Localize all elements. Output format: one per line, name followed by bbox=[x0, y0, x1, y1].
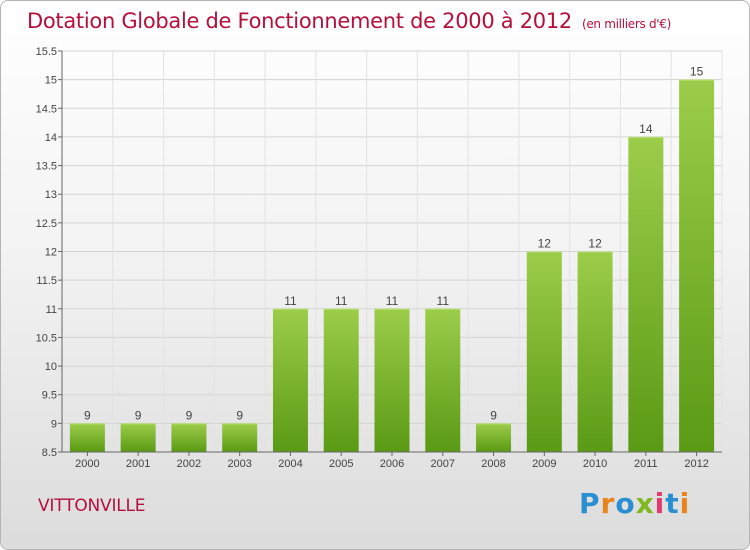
x-tick-label: 2003 bbox=[227, 458, 251, 470]
y-tick-label: 9.5 bbox=[42, 390, 57, 402]
logo-letter: t bbox=[665, 487, 680, 520]
y-tick-label: 15 bbox=[45, 75, 57, 87]
bar-value-label: 11 bbox=[437, 294, 450, 308]
bar bbox=[526, 251, 562, 452]
bar-value-label: 9 bbox=[84, 408, 91, 422]
bar bbox=[679, 79, 715, 453]
y-tick-label: 11 bbox=[46, 304, 57, 316]
chart-title-text: Dotation Globale de Fonctionnement de 20… bbox=[27, 9, 572, 33]
y-tick-label: 10 bbox=[45, 361, 57, 373]
bar bbox=[374, 308, 410, 452]
y-tick-label: 15.5 bbox=[36, 46, 57, 58]
x-tick-label: 2000 bbox=[75, 458, 99, 470]
bar bbox=[222, 423, 258, 452]
y-tick-label: 14 bbox=[45, 132, 57, 144]
x-tick-label: 2012 bbox=[684, 458, 708, 470]
logo-letter: P bbox=[579, 487, 601, 520]
x-tick-label: 2002 bbox=[177, 458, 201, 470]
y-tick-label: 13 bbox=[45, 189, 57, 201]
bar bbox=[476, 423, 512, 452]
logo-letter: o bbox=[615, 487, 636, 520]
bar bbox=[577, 251, 613, 452]
bar bbox=[628, 136, 664, 452]
logo-letter: r bbox=[600, 487, 616, 520]
commune-name: VITTONVILLE bbox=[38, 496, 146, 516]
y-tick-label: 9 bbox=[51, 418, 57, 430]
y-tick-label: 12.5 bbox=[36, 218, 57, 230]
bar-value-label: 12 bbox=[538, 237, 552, 251]
bar-value-label: 9 bbox=[186, 408, 193, 422]
logo-letter: i bbox=[654, 487, 666, 520]
x-tick-label: 2009 bbox=[532, 458, 556, 470]
bar-value-label: 9 bbox=[490, 408, 497, 422]
x-tick-label: 2008 bbox=[481, 458, 505, 470]
y-tick-label: 13.5 bbox=[36, 161, 57, 173]
bar bbox=[272, 308, 308, 452]
bar-value-label: 12 bbox=[588, 237, 602, 251]
x-tick-label: 2007 bbox=[431, 458, 455, 470]
bar bbox=[120, 423, 156, 452]
y-tick-label: 11.5 bbox=[36, 275, 57, 287]
bar bbox=[171, 423, 207, 452]
proxiti-logo: Proxiti bbox=[579, 487, 690, 520]
bar bbox=[323, 308, 359, 452]
bar-value-label: 11 bbox=[335, 294, 348, 308]
y-tick-label: 8.5 bbox=[42, 447, 57, 459]
bar-value-label: 9 bbox=[236, 408, 243, 422]
logo-letter: i bbox=[679, 487, 691, 520]
logo-letter: x bbox=[635, 487, 655, 520]
y-tick-label: 12 bbox=[45, 247, 57, 259]
bar bbox=[69, 423, 105, 452]
y-tick-label: 14.5 bbox=[36, 103, 57, 115]
bar-value-label: 15 bbox=[690, 65, 704, 79]
bar-value-label: 14 bbox=[639, 122, 653, 136]
x-tick-label: 2011 bbox=[634, 458, 658, 470]
x-tick-label: 2001 bbox=[126, 458, 150, 470]
x-tick-label: 2005 bbox=[329, 458, 353, 470]
bar-value-label: 11 bbox=[386, 294, 399, 308]
x-tick-label: 2006 bbox=[380, 458, 404, 470]
bar-value-label: 9 bbox=[135, 408, 142, 422]
x-tick-label: 2010 bbox=[583, 458, 607, 470]
x-tick-label: 2004 bbox=[278, 458, 302, 470]
chart-title: Dotation Globale de Fonctionnement de 20… bbox=[27, 9, 671, 33]
y-tick-label: 10.5 bbox=[36, 332, 57, 344]
bar-value-label: 11 bbox=[284, 294, 297, 308]
bar bbox=[425, 308, 461, 452]
unit-note: (en milliers d'€) bbox=[581, 17, 671, 31]
